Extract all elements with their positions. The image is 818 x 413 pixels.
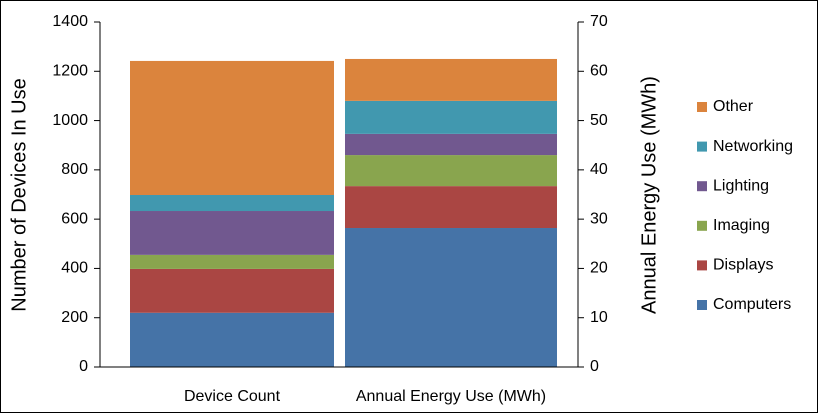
legend-label: Displays <box>713 257 773 274</box>
legend-swatch <box>697 181 707 192</box>
bar-segment <box>345 100 557 134</box>
y-tick-label: 400 <box>61 260 88 277</box>
y-tick-label: 1200 <box>52 63 88 80</box>
y-tick-label: 0 <box>79 358 88 375</box>
bar-segment <box>130 211 334 255</box>
legend-label: Networking <box>713 138 793 155</box>
y2-tick-label: 50 <box>590 112 608 129</box>
y2-tick-label: 70 <box>590 13 608 30</box>
legend-swatch <box>697 102 707 112</box>
legend-swatch <box>697 260 707 271</box>
y-tick-label: 1000 <box>52 112 88 129</box>
legend-label: Computers <box>713 296 791 313</box>
bar-segment <box>130 194 334 212</box>
y2-axis-title: Annual Energy Use (MWh) <box>638 76 660 314</box>
legend-label: Other <box>713 98 754 115</box>
y-tick-label: 200 <box>61 309 88 326</box>
bar-segment <box>345 186 557 229</box>
y-axis-title: Number of Devices In Use <box>8 78 30 311</box>
x-tick-label: Device Count <box>184 388 281 405</box>
bar-segment <box>130 312 334 367</box>
bar-segment <box>345 58 557 101</box>
bar-segment <box>130 254 334 269</box>
legend-swatch <box>697 300 707 310</box>
y-tick-label: 800 <box>61 161 88 178</box>
legend-label: Imaging <box>713 217 770 234</box>
bar-segment <box>130 268 334 313</box>
bar-segment <box>345 228 557 367</box>
legend-swatch <box>697 141 707 152</box>
y2-tick-label: 20 <box>590 260 608 277</box>
y-tick-label: 1400 <box>52 13 88 30</box>
x-tick-label: Annual Energy Use (MWh) <box>356 388 546 405</box>
y2-tick-label: 0 <box>590 358 599 375</box>
y2-tick-label: 10 <box>590 309 608 326</box>
y2-tick-label: 60 <box>590 63 608 80</box>
legend-label: Lighting <box>713 177 769 194</box>
bar-segment <box>130 60 334 195</box>
legend-swatch <box>697 220 707 231</box>
y2-tick-label: 30 <box>590 210 608 227</box>
y-tick-label: 600 <box>61 210 88 227</box>
bar-segment <box>345 133 557 156</box>
bar-segment <box>345 155 557 187</box>
y2-tick-label: 40 <box>590 161 608 178</box>
